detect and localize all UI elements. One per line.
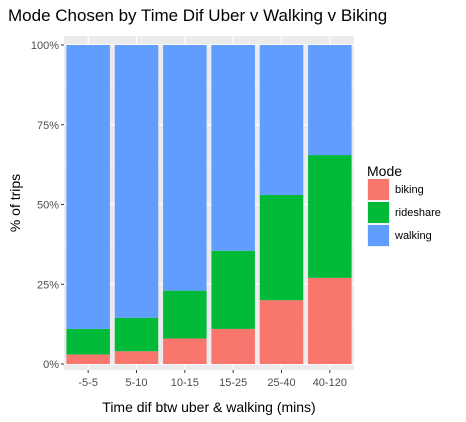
legend-label-biking: biking [395, 184, 424, 196]
x-tick-label: -5-5 [78, 377, 98, 389]
legend-label-rideshare: rideshare [395, 207, 441, 219]
bar-rideshare-5 [308, 155, 352, 278]
y-axis-ticks: 0% 25% 50% 75% 100% [31, 40, 64, 371]
legend-title: Mode [367, 163, 402, 179]
y-tick-label: 75% [37, 120, 59, 132]
legend: Mode biking rideshare walking [367, 163, 441, 247]
bars [66, 45, 352, 364]
bar-walking-0 [66, 45, 110, 329]
bar-rideshare-2 [163, 290, 207, 339]
bar-walking-1 [114, 45, 159, 318]
x-tick-label: 5-10 [125, 377, 147, 389]
bar-walking-3 [211, 45, 255, 251]
bar-biking-1 [114, 351, 159, 364]
bar-biking-5 [308, 277, 352, 364]
bar-rideshare-3 [211, 250, 255, 329]
bar-walking-4 [259, 45, 304, 195]
y-axis-title: % of trips [7, 174, 23, 232]
x-tick-label: 25-40 [267, 377, 295, 389]
bar-biking-4 [259, 300, 304, 364]
legend-swatch-biking [368, 179, 389, 200]
bar-biking-3 [211, 328, 255, 364]
x-tick-label: 10-15 [171, 377, 199, 389]
chart-title: Mode Chosen by Time Dif Uber v Walking v… [8, 6, 387, 25]
x-tick-label: 15-25 [219, 377, 247, 389]
bar-rideshare-0 [66, 328, 110, 355]
bar-rideshare-4 [259, 194, 304, 301]
legend-swatch-walking [368, 225, 389, 246]
bar-biking-0 [66, 354, 110, 364]
legend-swatch-rideshare [368, 202, 389, 223]
bar-rideshare-1 [114, 317, 159, 352]
legend-label-walking: walking [394, 230, 432, 242]
y-tick-label: 0% [43, 359, 59, 371]
bar-walking-5 [308, 45, 352, 156]
bar-walking-2 [163, 45, 207, 291]
y-tick-label: 50% [37, 200, 59, 212]
x-axis-title: Time dif btw uber & walking (mins) [102, 399, 315, 415]
y-tick-label: 25% [37, 279, 59, 291]
y-tick-label: 100% [31, 40, 59, 52]
x-tick-label: 40-120 [313, 377, 347, 389]
bar-biking-2 [163, 338, 207, 364]
x-axis-ticks: -5-5 5-10 10-15 15-25 25-40 40-120 [78, 370, 347, 389]
plot-panel [64, 36, 354, 370]
